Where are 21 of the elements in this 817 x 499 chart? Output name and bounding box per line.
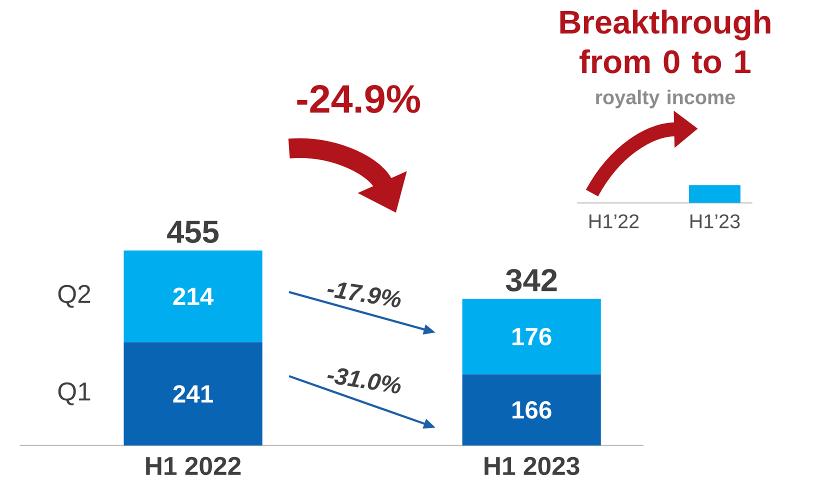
data-label: 176: [512, 328, 552, 346]
text: -24.9%: [297, 85, 420, 114]
x-tick-label: H1’22: [590, 214, 639, 228]
chart-title: Breakthrough from 0 to 1: [560, 10, 770, 74]
bar: [124, 342, 262, 446]
series-label: Q1: [58, 382, 90, 406]
chart-subtitle: royalty income: [596, 90, 735, 108]
x-tick-label: H1 2023: [484, 456, 580, 476]
total-label: 342: [506, 269, 557, 292]
data-label: 166: [512, 401, 552, 419]
data-label: 241: [173, 385, 213, 402]
bar: [462, 298, 601, 374]
x-tick-label: H1’23: [690, 214, 740, 228]
x-tick-label: H1 2022: [146, 456, 241, 476]
bar: [462, 374, 601, 446]
bar: [124, 250, 262, 342]
annotation: -31.0%: [327, 368, 401, 394]
total-label: 455: [167, 220, 219, 244]
annotation: -17.9%: [327, 282, 401, 308]
data-label: 214: [173, 288, 214, 305]
series-label: Q2: [58, 284, 90, 308]
